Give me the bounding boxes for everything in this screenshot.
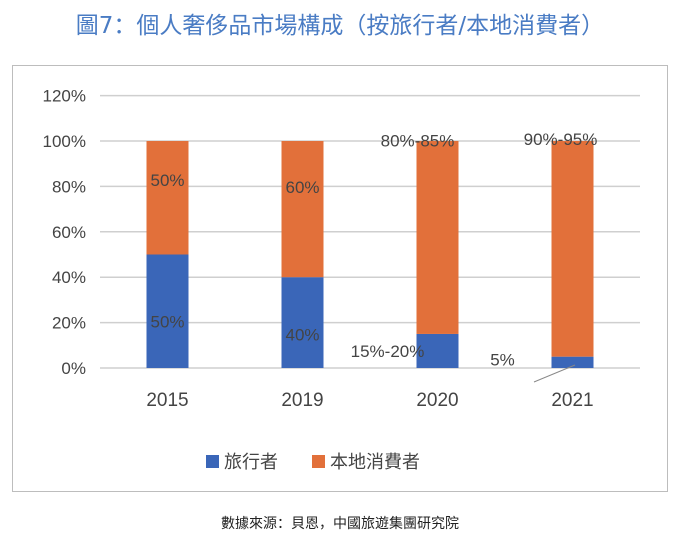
data-label: 50% bbox=[150, 312, 184, 331]
bar-local bbox=[281, 141, 324, 278]
x-tick-label: 2015 bbox=[146, 390, 188, 411]
chart-title: 圖7：個人奢侈品市場構成（按旅行者/本地消費者） bbox=[75, 13, 605, 39]
data-label: 40% bbox=[285, 326, 319, 345]
bar-traveler bbox=[146, 254, 189, 368]
legend-label: 旅行者 bbox=[224, 452, 278, 472]
y-tick-label: 80% bbox=[52, 177, 86, 196]
legend-label: 本地消費者 bbox=[330, 452, 420, 472]
x-tick-label: 2021 bbox=[551, 390, 593, 411]
data-label: 50% bbox=[150, 171, 184, 190]
legend-swatch bbox=[206, 455, 219, 468]
x-tick-label: 2019 bbox=[281, 390, 323, 411]
bar-traveler bbox=[416, 333, 459, 368]
bar-local bbox=[551, 141, 594, 357]
bar-traveler bbox=[551, 356, 594, 368]
chart-frame bbox=[12, 65, 668, 492]
data-label: 90%-95% bbox=[524, 130, 598, 149]
x-tick-label: 2020 bbox=[416, 390, 458, 411]
data-label: 60% bbox=[285, 178, 319, 197]
bar-local bbox=[416, 141, 459, 334]
y-tick-label: 120% bbox=[43, 87, 86, 106]
y-tick-label: 0% bbox=[61, 359, 86, 378]
data-label: 80%-85% bbox=[381, 131, 455, 150]
y-tick-label: 60% bbox=[52, 223, 86, 242]
y-tick-label: 100% bbox=[43, 132, 86, 151]
leader-line bbox=[533, 364, 576, 383]
bar-traveler bbox=[281, 277, 324, 368]
bar-local bbox=[146, 141, 189, 255]
source-note: 數據來源：貝恩，中國旅遊集團研究院 bbox=[221, 516, 459, 532]
y-tick-label: 40% bbox=[52, 268, 86, 287]
data-label: 5% bbox=[490, 350, 515, 369]
data-label: 15%-20% bbox=[351, 342, 425, 361]
y-tick-label: 20% bbox=[52, 314, 86, 333]
legend-swatch bbox=[312, 455, 325, 468]
